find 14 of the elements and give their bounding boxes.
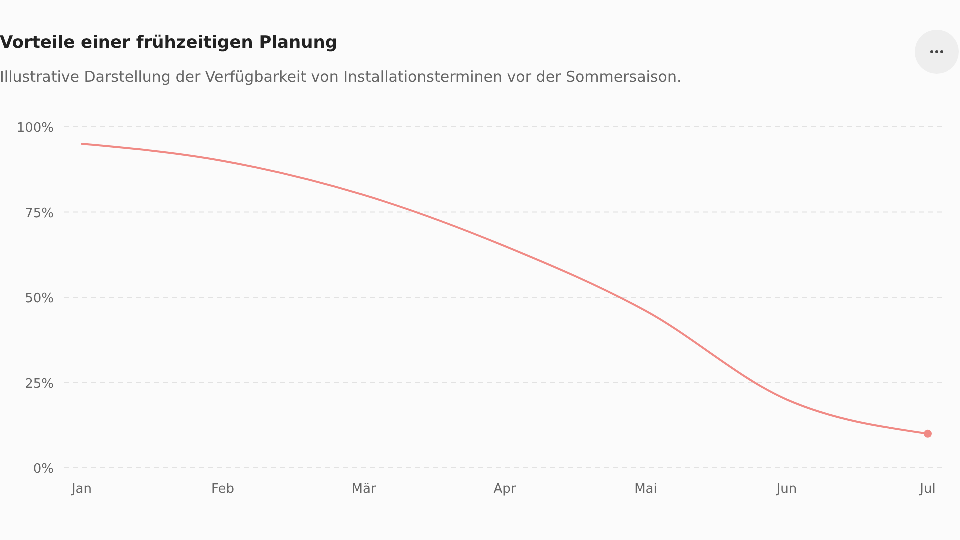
y-tick-label: 75% bbox=[25, 206, 54, 222]
x-tick-label: Apr bbox=[494, 482, 517, 497]
chart-title: Vorteile einer frühzeitigen Planung bbox=[0, 33, 338, 53]
x-tick-label: Jun bbox=[776, 482, 798, 497]
y-tick-label: 0% bbox=[33, 462, 54, 477]
y-tick-label: 25% bbox=[25, 376, 54, 392]
y-tick-label: 100% bbox=[16, 121, 54, 136]
x-tick-label: Jul bbox=[919, 482, 936, 497]
x-tick-label: Jan bbox=[70, 482, 92, 497]
x-tick-label: Mai bbox=[634, 482, 658, 497]
x-tick-label: Mär bbox=[352, 482, 377, 497]
chart-subtitle: Illustrative Darstellung der Verfügbarkeit von Installationsterminen vor der Sommersaison. bbox=[0, 68, 682, 86]
x-tick-label: Feb bbox=[211, 482, 235, 497]
y-tick-label: 50% bbox=[25, 292, 54, 306]
